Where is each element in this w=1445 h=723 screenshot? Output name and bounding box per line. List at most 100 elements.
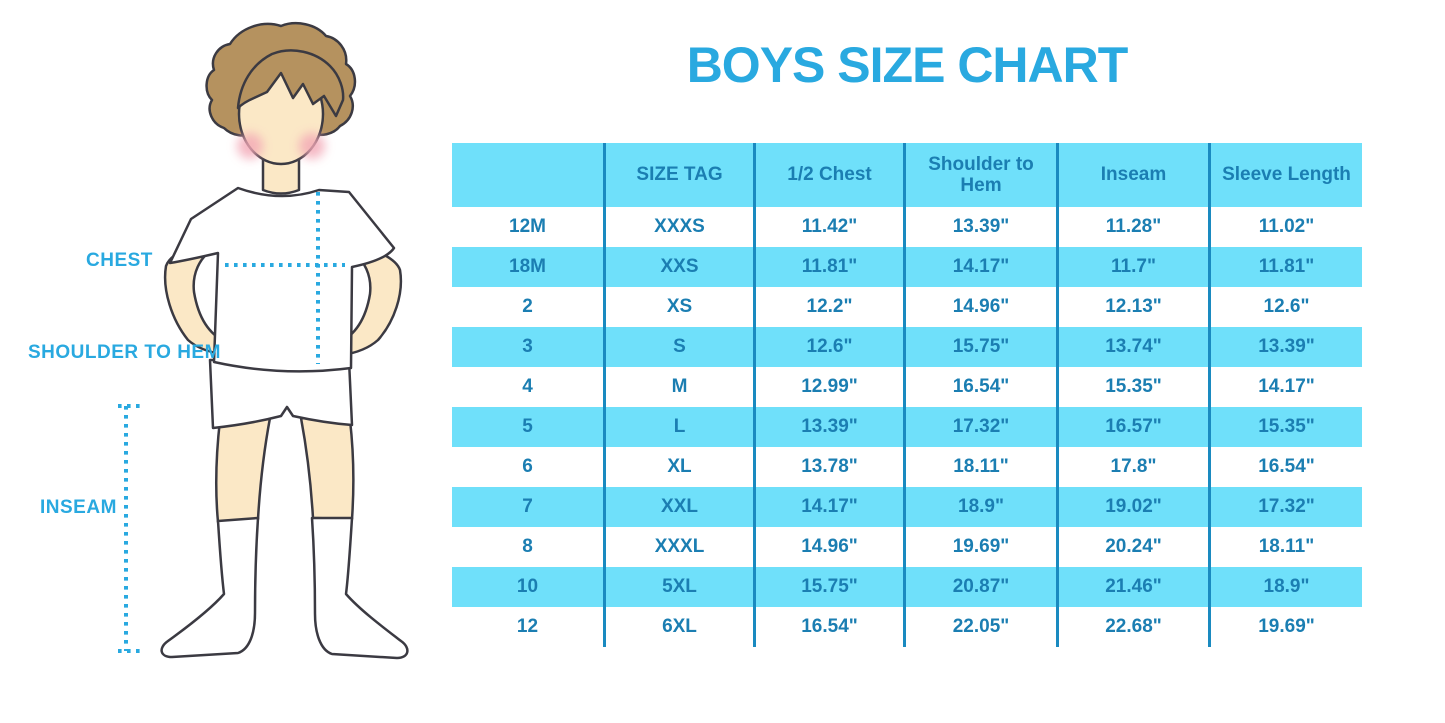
table-cell: 11.7" xyxy=(1056,247,1208,287)
column-header-inseam: Inseam xyxy=(1056,143,1208,207)
table-cell: 15.75" xyxy=(753,567,903,607)
table-cell: 12.13" xyxy=(1056,287,1208,327)
table-cell: 22.05" xyxy=(903,607,1056,647)
table-row: 12 6XL 16.54" 22.05" 22.68" 19.69" xyxy=(452,607,1362,647)
table-row: 2 XS 12.2" 14.96" 12.13" 12.6" xyxy=(452,287,1362,327)
boy-illustration xyxy=(118,22,409,660)
table-cell: XXL xyxy=(603,487,753,527)
size-table: SIZE TAG 1/2 Chest Shoulder to Hem Insea… xyxy=(452,143,1362,647)
table-row: 5 L 13.39" 17.32" 16.57" 15.35" xyxy=(452,407,1362,447)
table-cell: 15.35" xyxy=(1208,407,1362,447)
table-cell: 3 xyxy=(522,336,533,358)
table-cell: 5 xyxy=(522,416,533,438)
table-cell: 18M xyxy=(509,256,546,278)
table-cell: 20.87" xyxy=(903,567,1056,607)
table-cell: 13.39" xyxy=(903,207,1056,247)
table-cell: 14.17" xyxy=(903,247,1056,287)
column-header-size xyxy=(452,143,603,207)
table-cell: 13.39" xyxy=(753,407,903,447)
cheek-left xyxy=(237,133,263,159)
table-cell: 11.81" xyxy=(753,247,903,287)
table-cell: 8 xyxy=(522,536,533,558)
table-row: 7 XXL 14.17" 18.9" 19.02" 17.32" xyxy=(452,487,1362,527)
table-cell: 18.11" xyxy=(903,447,1056,487)
table-cell: S xyxy=(603,327,753,367)
table-cell: 14.96" xyxy=(753,527,903,567)
table-row: 18M XXS 11.81" 14.17" 11.7" 11.81" xyxy=(452,247,1362,287)
table-cell: 19.69" xyxy=(1208,607,1362,647)
sock-right xyxy=(310,516,409,660)
table-row: 6 XL 13.78" 18.11" 17.8" 16.54" xyxy=(452,447,1362,487)
table-cell: M xyxy=(603,367,753,407)
table-cell: 16.54" xyxy=(903,367,1056,407)
table-cell: 5XL xyxy=(603,567,753,607)
table-cell: 14.17" xyxy=(1208,367,1362,407)
table-cell: 11.28" xyxy=(1056,207,1208,247)
table-row: 4 M 12.99" 16.54" 15.35" 14.17" xyxy=(452,367,1362,407)
leg-left xyxy=(215,416,272,524)
table-cell: 11.42" xyxy=(753,207,903,247)
table-cell: 12.2" xyxy=(753,287,903,327)
table-cell: 13.78" xyxy=(753,447,903,487)
table-cell: XL xyxy=(603,447,753,487)
table-cell: 2 xyxy=(522,296,533,318)
column-header-size-tag: SIZE TAG xyxy=(603,143,753,207)
table-cell: 12.99" xyxy=(753,367,903,407)
table-cell: 13.39" xyxy=(1208,327,1362,367)
table-cell: 12 xyxy=(516,616,539,638)
column-header-half-chest: 1/2 Chest xyxy=(753,143,903,207)
table-cell: 12.6" xyxy=(1208,287,1362,327)
table-cell: 17.32" xyxy=(1208,487,1362,527)
table-cell: 16.54" xyxy=(753,607,903,647)
table-cell: 4 xyxy=(522,376,533,398)
table-cell: XS xyxy=(603,287,753,327)
table-cell: 11.81" xyxy=(1208,247,1362,287)
table-cell: XXXL xyxy=(603,527,753,567)
table-cell: 12M xyxy=(509,216,546,238)
leg-right xyxy=(299,416,355,521)
table-cell: 17.8" xyxy=(1056,447,1208,487)
column-header-shoulder-to-hem: Shoulder to Hem xyxy=(903,143,1056,207)
table-cell: 18.9" xyxy=(903,487,1056,527)
table-cell: 20.24" xyxy=(1056,527,1208,567)
table-cell: 13.74" xyxy=(1056,327,1208,367)
table-cell: 19.02" xyxy=(1056,487,1208,527)
arm-left xyxy=(163,236,228,356)
shorts xyxy=(208,358,354,430)
table-row: 3 S 12.6" 15.75" 13.74" 13.39" xyxy=(452,327,1362,367)
table-cell: 12.6" xyxy=(753,327,903,367)
table-cell: 17.32" xyxy=(903,407,1056,447)
column-header-sleeve-length: Sleeve Length xyxy=(1208,143,1362,207)
table-cell: 7 xyxy=(522,496,533,518)
table-cell: XXXS xyxy=(603,207,753,247)
table-row: 12M XXXS 11.42" 13.39" 11.28" 11.02" xyxy=(452,207,1362,247)
table-cell: 18.11" xyxy=(1208,527,1362,567)
table-cell: 11.02" xyxy=(1208,207,1362,247)
table-cell: 21.46" xyxy=(1056,567,1208,607)
table-cell: 14.17" xyxy=(753,487,903,527)
table-cell: L xyxy=(603,407,753,447)
table-cell: XXS xyxy=(603,247,753,287)
table-cell: 16.57" xyxy=(1056,407,1208,447)
table-cell: 10 xyxy=(516,576,539,598)
table-cell: 15.35" xyxy=(1056,367,1208,407)
bangs xyxy=(236,49,345,118)
arm-right xyxy=(336,240,403,357)
table-row: 8 XXXL 14.96" 19.69" 20.24" 18.11" xyxy=(452,527,1362,567)
table-header-row: SIZE TAG 1/2 Chest Shoulder to Hem Insea… xyxy=(452,143,1362,207)
table-cell: 19.69" xyxy=(903,527,1056,567)
sock-left xyxy=(160,516,260,659)
table-cell: 22.68" xyxy=(1056,607,1208,647)
page-title: BOYS SIZE CHART xyxy=(686,37,1129,93)
table-cell: 6XL xyxy=(603,607,753,647)
shirt xyxy=(168,186,396,373)
shoulder-to-hem-label: SHOULDER TO HEM xyxy=(28,342,221,363)
table-cell: 14.96" xyxy=(903,287,1056,327)
chest-label: CHEST xyxy=(86,250,153,271)
table-cell: 16.54" xyxy=(1208,447,1362,487)
table-row: 10 5XL 15.75" 20.87" 21.46" 18.9" xyxy=(452,567,1362,607)
table-cell: 15.75" xyxy=(903,327,1056,367)
table-cell: 18.9" xyxy=(1208,567,1362,607)
inseam-label: INSEAM xyxy=(40,497,117,518)
